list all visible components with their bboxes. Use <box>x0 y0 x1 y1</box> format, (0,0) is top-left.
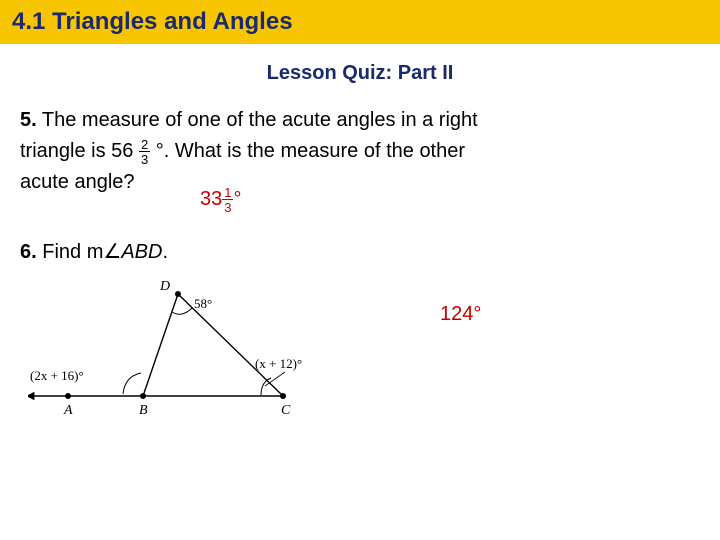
problem-5: 5. The measure of one of the acute angle… <box>20 105 700 215</box>
p5-ans-num: 1 <box>222 186 233 200</box>
triangle-diagram: A B C D 58° (2x + 16)° (x + 12)° <box>28 276 700 436</box>
svg-text:(x + 12)°: (x + 12)° <box>255 356 302 371</box>
p5-ans-deg: ° <box>233 188 241 210</box>
diagram-svg: A B C D 58° (2x + 16)° (x + 12)° <box>28 276 318 426</box>
p5-ans-frac: 1 3 <box>222 186 233 214</box>
p6-answer: 124° <box>440 299 481 330</box>
svg-text:A: A <box>63 403 73 418</box>
p5-line2b: °. What is the measure of the other <box>156 140 465 162</box>
svg-text:D: D <box>159 279 170 294</box>
svg-text:B: B <box>139 403 148 418</box>
svg-text:C: C <box>281 403 291 418</box>
p5-line1a: The measure of one of the acute angles i… <box>37 109 478 131</box>
p5-ans-den: 3 <box>222 200 233 214</box>
p5-line3: acute angle? <box>20 171 135 193</box>
header-text: 4.1 Triangles and Angles <box>12 8 293 35</box>
p6-abd: ABD <box>121 241 162 263</box>
p6-label: 6. <box>20 241 37 263</box>
p5-label: 5. <box>20 109 37 131</box>
content-area: 5. The measure of one of the acute angle… <box>0 105 720 436</box>
p6-answer-text: 124° <box>440 303 481 325</box>
section-header: 4.1 Triangles and Angles <box>0 0 720 44</box>
p6-period: . <box>162 241 168 263</box>
lesson-subtitle: Lesson Quiz: Part II <box>0 62 720 85</box>
svg-text:(2x + 16)°: (2x + 16)° <box>30 368 84 383</box>
p5-frac1-num: 2 <box>139 138 150 152</box>
subtitle-text: Lesson Quiz: Part II <box>267 62 454 84</box>
problem-6: 6. Find m∠ABD. 124° A B C D 58° (2x + 16)° (x … <box>20 237 700 436</box>
p5-line2a: triangle is 56 <box>20 140 133 162</box>
angle-symbol: ∠ <box>103 241 121 263</box>
p5-frac1: 2 3 <box>139 138 150 166</box>
p5-frac1-den: 3 <box>139 152 150 166</box>
p5-ans-int: 33 <box>200 188 222 210</box>
p6-texta: Find m <box>37 241 104 263</box>
p5-answer: 33 1 3 ° <box>200 184 700 215</box>
svg-text:58°: 58° <box>194 296 212 311</box>
